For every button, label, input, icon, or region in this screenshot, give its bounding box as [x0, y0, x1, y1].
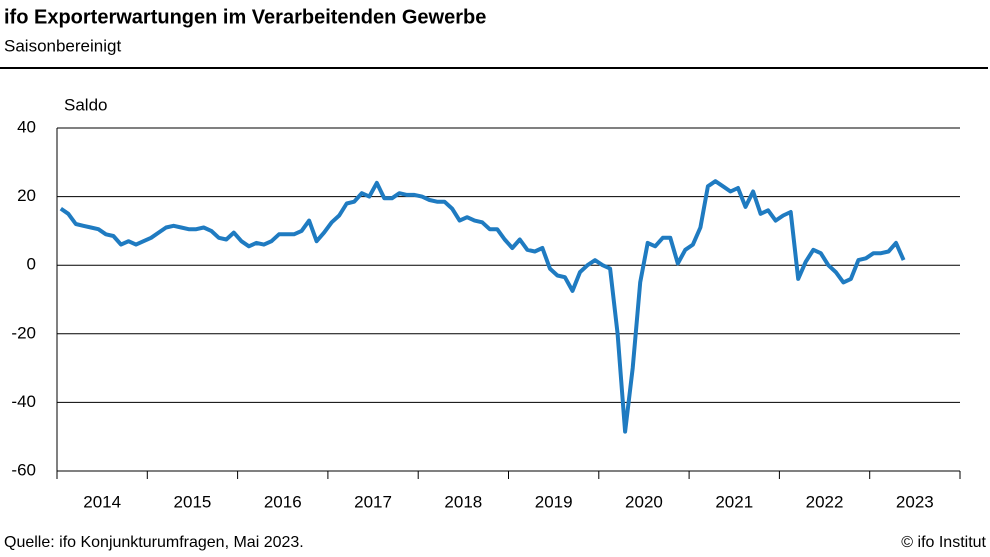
source-note: Quelle: ifo Konjunkturumfragen, Mai 2023… — [4, 534, 304, 551]
chart-title: ifo Exporterwartungen im Verarbeitenden … — [4, 6, 486, 28]
copyright: © ifo Institut — [901, 534, 986, 551]
y-tick-label: 20 — [17, 186, 36, 205]
y-tick-label: -60 — [11, 460, 36, 479]
y-tick-label: -40 — [11, 392, 36, 411]
data-line — [59, 179, 906, 434]
x-tick-label: 2017 — [354, 492, 392, 511]
x-tick-label: 2014 — [83, 492, 121, 511]
x-tick-label: 2016 — [264, 492, 302, 511]
y-axis-label: Saldo — [64, 95, 107, 114]
x-tick-label: 2021 — [715, 492, 753, 511]
y-tick-label: -20 — [11, 323, 36, 342]
x-tick-label: 2023 — [896, 492, 934, 511]
x-tick-label: 2022 — [806, 492, 844, 511]
x-tick-label: 2020 — [625, 492, 663, 511]
x-tick-label: 2015 — [174, 492, 212, 511]
chart-subtitle: Saisonbereinigt — [4, 36, 121, 55]
y-tick-label: 40 — [17, 117, 36, 136]
x-tick-label: 2019 — [535, 492, 573, 511]
x-tick-label: 2018 — [444, 492, 482, 511]
y-tick-label: 0 — [27, 255, 36, 274]
